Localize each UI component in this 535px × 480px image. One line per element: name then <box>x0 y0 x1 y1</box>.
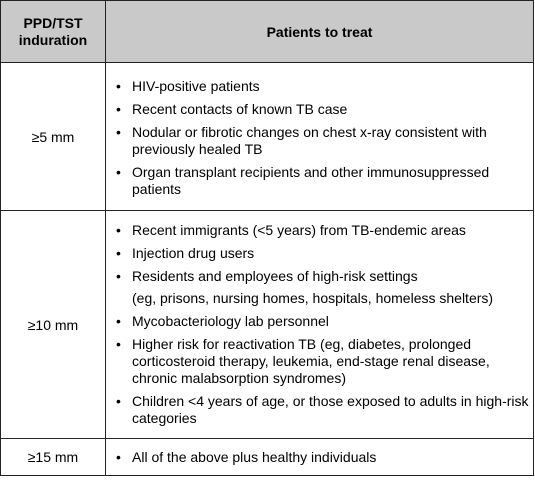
list-item-text: Children <4 years of age, or those expos… <box>132 393 529 426</box>
table-row: ≥10 mm • Recent immigrants (<5 years) fro… <box>0 210 534 439</box>
bullet-icon: • <box>116 313 121 329</box>
list-item-text: Injection drug users <box>132 245 255 261</box>
bullet-icon: • <box>116 100 121 117</box>
list-item: • Mycobacteriology lab personnel <box>106 313 533 330</box>
list-item: • Higher risk for reactivation TB (eg, di… <box>106 336 533 387</box>
list-item: • HIV-positive patients <box>106 78 533 95</box>
header-induration: PPD/TST induration <box>0 0 106 63</box>
table-header-row: PPD/TST induration Patients to treat <box>0 0 534 63</box>
bullet-icon: • <box>116 123 121 140</box>
bullet-icon: • <box>116 268 121 284</box>
list-item-text: Recent contacts of known TB case <box>132 100 348 117</box>
header-induration-line2: induration <box>18 31 88 48</box>
patients-list: • All of the above plus healthy individua… <box>106 449 533 466</box>
induration-cell: ≥5 mm <box>0 62 106 211</box>
table-row: ≥5 mm • HIV-positive patients • Recent con… <box>0 62 534 211</box>
bullet-icon: • <box>116 163 121 180</box>
patients-cell: • Recent immigrants (<5 years) from TB-en… <box>105 210 534 439</box>
table-row: ≥15 mm • All of the above plus healthy in… <box>0 438 534 476</box>
list-item: • Residents and employees of high-risk se… <box>106 268 533 285</box>
patients-cell: • HIV-positive patients • Recent contacts … <box>105 62 534 211</box>
list-item-text: (eg, prisons, nursing homes, hospitals, … <box>132 290 494 306</box>
list-item: • Recent contacts of known TB case <box>106 101 533 118</box>
header-induration-line1: PPD/TST <box>23 14 83 31</box>
patients-list: • HIV-positive patients • Recent contacts … <box>106 76 533 198</box>
induration-cell: ≥15 mm <box>0 438 106 476</box>
list-item-text: Residents and employees of high-risk set… <box>132 268 418 284</box>
list-item-text: Nodular or fibrotic changes on chest x-r… <box>132 123 487 157</box>
patients-list: • Recent immigrants (<5 years) from TB-en… <box>106 222 533 427</box>
list-item-text: Organ transplant recipients and other im… <box>132 163 490 197</box>
bullet-icon: • <box>116 393 121 409</box>
list-item: • Organ transplant recipients and other i… <box>106 164 533 198</box>
bullet-icon: • <box>116 222 121 238</box>
list-item-note: (eg, prisons, nursing homes, hospitals, … <box>106 290 533 307</box>
list-item: • All of the above plus healthy individua… <box>106 449 533 466</box>
bullet-icon: • <box>116 336 121 352</box>
list-item: • Children <4 years of age, or those expo… <box>106 393 533 427</box>
bullet-icon: • <box>116 448 121 465</box>
induration-cell: ≥10 mm <box>0 210 106 439</box>
list-item: • Nodular or fibrotic changes on chest x-… <box>106 124 533 158</box>
bullet-icon: • <box>116 245 121 261</box>
list-item-text: HIV-positive patients <box>132 77 260 94</box>
patients-cell: • All of the above plus healthy individua… <box>105 438 534 476</box>
list-item-text: Higher risk for reactivation TB (eg, dia… <box>132 336 490 386</box>
list-item-text: All of the above plus healthy individual… <box>132 448 377 465</box>
list-item-text: Recent immigrants (<5 years) from TB-end… <box>132 222 466 238</box>
list-item: • Injection drug users <box>106 245 533 262</box>
list-item: • Recent immigrants (<5 years) from TB-en… <box>106 222 533 239</box>
bullet-icon: • <box>116 77 121 94</box>
header-patients: Patients to treat <box>105 0 534 63</box>
list-item-text: Mycobacteriology lab personnel <box>132 313 329 329</box>
